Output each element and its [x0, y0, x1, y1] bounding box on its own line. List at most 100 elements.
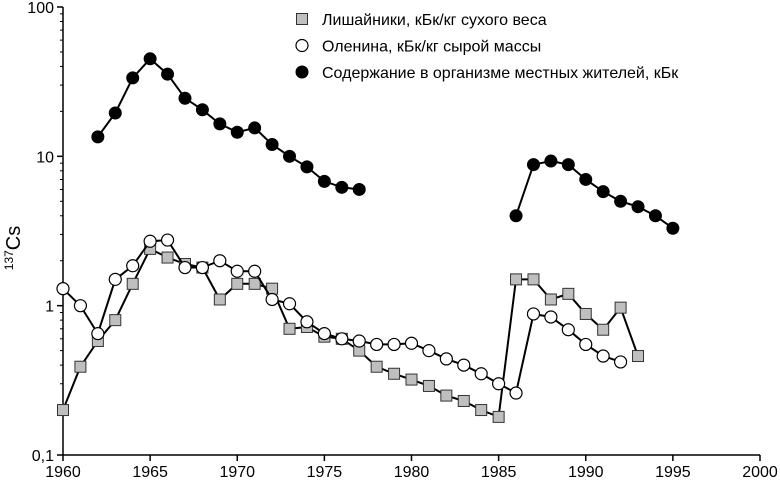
series-group [56, 52, 680, 423]
data-point [632, 350, 645, 363]
legend-label: Лишайники, кБк/кг сухого веса [322, 12, 547, 29]
data-point [544, 293, 557, 306]
data-point [230, 264, 244, 278]
data-point [300, 160, 314, 174]
data-point [422, 379, 435, 392]
data-point [404, 336, 419, 350]
x-tick-label: 1995 [655, 464, 691, 481]
data-point [648, 209, 662, 223]
data-point [161, 67, 175, 81]
data-point [666, 221, 680, 235]
data-point [108, 106, 122, 120]
data-point [74, 360, 87, 373]
data-point [631, 200, 645, 214]
x-tick-label: 1975 [307, 464, 343, 481]
data-point [614, 301, 627, 314]
data-point [439, 352, 453, 366]
data-point [178, 260, 192, 275]
series-square [57, 242, 645, 423]
data-point [509, 209, 523, 223]
axes [57, 6, 761, 461]
data-point [91, 130, 105, 144]
legend-label: Содержание в организме местных жителей, … [322, 65, 679, 82]
data-point [317, 327, 331, 341]
data-point [230, 125, 244, 139]
data-point [387, 337, 401, 352]
data-point [561, 158, 575, 172]
data-point [57, 404, 69, 417]
data-point [510, 273, 523, 286]
legend: Лишайники, кБк/кг сухого веса Оленина, кБ… [295, 12, 679, 82]
data-point [178, 91, 192, 105]
data-point [370, 337, 384, 352]
data-point [265, 138, 279, 152]
series-line [515, 159, 674, 230]
data-point [300, 315, 314, 329]
data-point [596, 349, 610, 363]
data-point [73, 299, 88, 313]
legend-marker [296, 13, 308, 25]
data-point [527, 273, 540, 286]
data-point [161, 251, 174, 264]
data-point [597, 323, 610, 336]
data-point [579, 337, 593, 352]
data-point [509, 386, 523, 400]
data-point [143, 52, 157, 66]
y-tick-label: 1 [45, 299, 54, 316]
x-tick-label: 2000 [742, 464, 778, 481]
y-axis-label-superscript: 137 [2, 250, 16, 270]
data-point [579, 307, 592, 320]
x-tick-label: 1980 [394, 464, 430, 481]
data-point [457, 358, 471, 372]
data-point [195, 103, 209, 117]
data-point [526, 158, 540, 172]
data-point [248, 264, 262, 278]
series-line [96, 57, 360, 191]
data-point [422, 344, 436, 358]
x-tick-label: 1970 [219, 464, 255, 481]
data-point [492, 377, 506, 391]
data-point [231, 277, 244, 290]
x-tick-label: 1990 [568, 464, 604, 481]
data-point [317, 174, 331, 188]
legend-item: Лишайники, кБк/кг сухого веса [296, 12, 547, 29]
data-point [562, 287, 575, 300]
data-point [213, 117, 227, 131]
data-point [544, 310, 558, 324]
data-point [126, 71, 140, 85]
y-tick-label: 100 [27, 0, 54, 17]
data-point [352, 334, 366, 348]
x-tick-label: 1965 [132, 464, 168, 481]
series-circle-filled [91, 52, 680, 235]
data-point [526, 307, 541, 321]
data-point [596, 185, 610, 199]
data-point [613, 355, 628, 369]
data-point [108, 272, 122, 286]
data-point [457, 394, 470, 407]
data-point [143, 234, 157, 248]
legend-marker [295, 65, 309, 79]
data-point [474, 367, 488, 381]
data-point [213, 254, 227, 268]
data-point [126, 277, 139, 290]
data-point [265, 292, 279, 307]
data-point [335, 180, 349, 194]
data-point [282, 297, 297, 311]
data-point [352, 182, 366, 196]
data-point [160, 233, 175, 247]
data-point [475, 404, 488, 417]
data-point [335, 332, 349, 346]
data-point [388, 367, 401, 380]
series-circle-open [56, 233, 628, 400]
data-point [56, 282, 70, 296]
data-point [544, 154, 558, 168]
data-point [579, 172, 593, 186]
x-tick-label: 1985 [481, 464, 517, 481]
data-point [370, 360, 383, 373]
data-point [614, 194, 628, 208]
tick-labels: 1960 1965 1970 1975 1980 1985 1990 1995 2000 0,1 1… [27, 0, 778, 481]
x-tick-label: 1960 [45, 464, 81, 481]
data-point [109, 314, 122, 327]
data-point [213, 293, 226, 306]
data-point [195, 260, 209, 275]
